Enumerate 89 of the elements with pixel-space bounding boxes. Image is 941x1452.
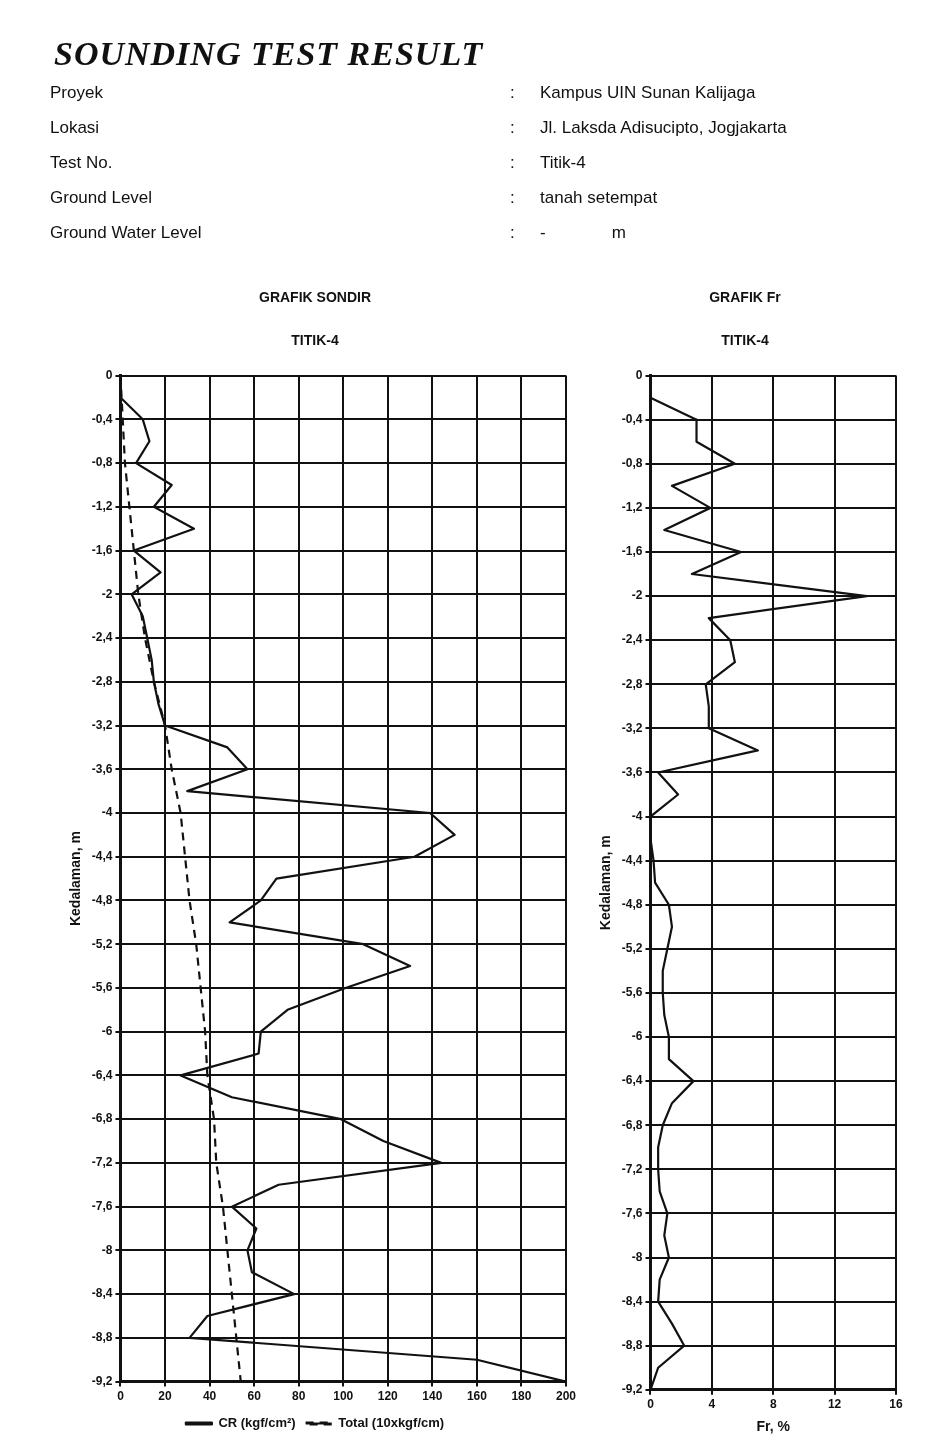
text: : <box>510 223 516 244</box>
y-tick-label: -5,6 <box>91 980 113 995</box>
y-tick-label: 0 <box>635 367 643 382</box>
y-tick-label: 0 <box>105 367 113 382</box>
x-tick-label: 8 <box>769 1397 777 1412</box>
y-tick-label: -3,6 <box>91 761 113 776</box>
x-tick-label: 100 <box>333 1389 354 1404</box>
y-tick-label: -6,8 <box>91 1111 113 1126</box>
x-tick-label: 140 <box>422 1389 443 1404</box>
x-tick-label: 160 <box>466 1389 488 1404</box>
text: : <box>510 83 516 104</box>
y-tick-label: -8,4 <box>621 1293 643 1308</box>
y-tick-label: -0,4 <box>91 411 113 426</box>
text: Proyek <box>50 83 104 104</box>
text: tanah setempat <box>540 188 659 209</box>
x-tick-label: 40 <box>202 1389 217 1404</box>
y-tick-label: -2,8 <box>91 674 113 689</box>
y-tick-label: -2 <box>101 586 113 601</box>
x-tick-label: 20 <box>158 1389 173 1404</box>
y-tick-label: -8 <box>631 1249 643 1264</box>
text: Ground Level <box>50 188 154 209</box>
x-tick-label: 0 <box>647 1397 655 1412</box>
text: SOUNDING TEST RESULT <box>54 35 485 73</box>
legend-label: CR (kgf/cm²) <box>218 1415 296 1431</box>
x-tick-label: 60 <box>247 1389 262 1404</box>
legend-label: Total (10xkgf/cm) <box>338 1415 445 1431</box>
y-tick-label: -4 <box>631 808 643 823</box>
y-tick-label: -7,2 <box>621 1161 643 1176</box>
x-tick-label: 180 <box>511 1389 532 1404</box>
y-tick-label: -8 <box>101 1242 113 1257</box>
text: Lokasi <box>50 118 101 139</box>
y-tick-label: -1,6 <box>621 544 643 559</box>
y-tick-label: -7,6 <box>91 1198 113 1213</box>
y-tick-label: -5,6 <box>621 985 643 1000</box>
text: Test No. <box>50 153 114 174</box>
y-tick-label: -9,2 <box>91 1373 113 1388</box>
y-tick-label: -2,8 <box>621 676 643 691</box>
y-tick-label: -5,2 <box>621 941 643 956</box>
text: : <box>510 188 516 209</box>
y-axis-title: Kedalaman, m <box>67 831 84 927</box>
y-tick-label: -1,6 <box>91 542 113 557</box>
chart-subtitle: TITIK-4 <box>291 332 339 349</box>
y-tick-label: -4,4 <box>621 852 643 867</box>
y-tick-label: -6,4 <box>621 1073 643 1088</box>
x-tick-label: 0 <box>117 1389 125 1404</box>
y-axis-title: Kedalaman, m <box>597 835 614 931</box>
y-tick-label: -8,8 <box>91 1330 113 1345</box>
y-tick-label: -4,8 <box>91 892 113 907</box>
x-tick-label: 4 <box>708 1397 716 1412</box>
y-tick-label: -3,2 <box>91 717 113 732</box>
text: : <box>510 118 516 139</box>
chart-subtitle: TITIK-4 <box>721 332 769 349</box>
text: : <box>510 153 516 174</box>
y-tick-label: -6,8 <box>621 1117 643 1132</box>
x-tick-label: 200 <box>555 1389 577 1404</box>
y-tick-label: -8,4 <box>91 1286 113 1301</box>
y-tick-label: -9,2 <box>621 1382 643 1397</box>
y-tick-label: -3,2 <box>621 720 643 735</box>
y-tick-label: -4,8 <box>621 897 643 912</box>
text: Titik-4 <box>540 153 587 174</box>
x-tick-label: 12 <box>827 1397 842 1412</box>
y-tick-label: -2,4 <box>91 630 113 645</box>
y-tick-label: -2,4 <box>621 632 643 647</box>
y-tick-label: -4,4 <box>91 849 113 864</box>
y-tick-label: -3,6 <box>621 764 643 779</box>
x-tick-label: 16 <box>889 1397 903 1412</box>
y-tick-label: -5,2 <box>91 936 113 951</box>
x-tick-label: 120 <box>377 1389 399 1404</box>
y-tick-label: -0,8 <box>621 456 643 471</box>
y-tick-label: -6 <box>101 1024 113 1038</box>
text: Kampus UIN Sunan Kalijaga <box>540 83 757 104</box>
chart-title: GRAFIK Fr <box>709 289 782 306</box>
text: - m <box>540 223 627 244</box>
y-tick-label: -6,4 <box>91 1067 113 1082</box>
y-tick-label: -2 <box>631 588 643 603</box>
text: Jl. Laksda Adisucipto, Jogjakarta <box>540 118 788 139</box>
y-tick-label: -7,2 <box>91 1155 113 1170</box>
y-tick-label: -4 <box>101 805 113 820</box>
y-tick-label: -1,2 <box>91 499 113 514</box>
y-tick-label: -7,6 <box>621 1205 643 1220</box>
y-tick-label: -8,8 <box>621 1338 643 1353</box>
x-tick-label: 80 <box>292 1389 306 1404</box>
y-tick-label: -0,8 <box>91 455 113 470</box>
text: Ground Water Level <box>50 223 203 244</box>
chart-title: GRAFIK SONDIR <box>259 289 371 306</box>
y-tick-label: -6 <box>631 1029 643 1044</box>
y-tick-label: -0,4 <box>621 412 643 427</box>
x-axis-title: Fr, % <box>756 1418 791 1435</box>
y-tick-label: -1,2 <box>621 500 643 515</box>
